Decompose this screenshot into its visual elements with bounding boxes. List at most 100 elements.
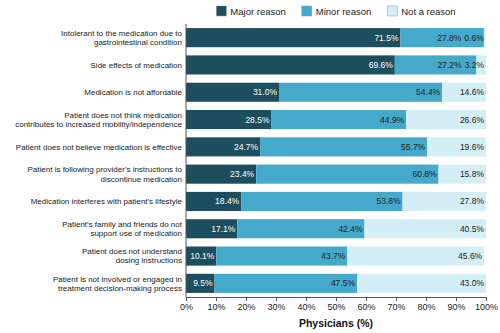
bar-segment	[442, 83, 486, 102]
legend-swatch	[302, 6, 312, 16]
bar-segment	[256, 165, 438, 184]
data-label: 0.6%	[464, 33, 484, 43]
tick: 10%	[207, 297, 225, 312]
legend-label: Major reason	[230, 6, 285, 17]
legend-item: Major reason	[216, 6, 285, 17]
data-label: 9.5%	[193, 278, 213, 288]
legend-item: Minor reason	[302, 6, 371, 17]
data-label: 3.2%	[465, 60, 485, 70]
data-label: 28.5%	[245, 115, 270, 125]
plot: 0.6%27.8%71.5%3.2%27.2%69.6%14.6%54.4%31…	[180, 24, 498, 312]
bar-segment	[403, 192, 486, 211]
data-label: 17.1%	[211, 224, 236, 234]
category-label: Side effects of medication	[91, 61, 182, 70]
data-label: 43.7%	[321, 251, 346, 261]
data-label: 54.4%	[416, 87, 441, 97]
data-label: 24.7%	[234, 142, 259, 152]
data-label: 23.4%	[230, 169, 255, 179]
bar-segment	[401, 28, 484, 47]
legend: Major reason Minor reason Not a reason	[216, 6, 455, 17]
bar-segment	[216, 246, 347, 265]
tick-label: 30%	[267, 302, 285, 312]
category-label: Medication interferes with patient's lif…	[31, 197, 183, 206]
tick-label: 0%	[180, 302, 193, 312]
tick-label: 40%	[297, 302, 315, 312]
legend-swatch	[216, 6, 226, 16]
tick-mark	[276, 297, 277, 301]
bars	[186, 28, 486, 293]
tick-mark	[216, 297, 217, 301]
tick-label: 10%	[207, 302, 225, 312]
tick: 40%	[297, 297, 315, 312]
bar-segment	[484, 28, 486, 47]
bar-segment	[186, 28, 401, 47]
tick-mark	[366, 297, 367, 301]
tick-mark	[186, 297, 187, 301]
category-labels: Intolerant to the medication due togastr…	[15, 29, 183, 293]
bar-segment	[365, 219, 487, 238]
data-label: 42.4%	[338, 224, 363, 234]
tick: 0%	[180, 297, 193, 312]
category-label: Medication is not affordable	[84, 88, 182, 97]
bar-segment	[186, 165, 256, 184]
tick: 100%	[475, 297, 498, 312]
tick-mark	[426, 297, 427, 301]
bar-segment	[186, 55, 395, 74]
bar-segment	[272, 110, 407, 129]
data-label: 26.6%	[460, 115, 485, 125]
axis-line	[186, 24, 187, 297]
data-label: 44.9%	[380, 115, 405, 125]
category-label: Patient does not believe medication is e…	[16, 143, 183, 152]
category-label: Patient is not involved or engaged intre…	[53, 275, 182, 293]
data-label: 55.7%	[401, 142, 426, 152]
data-label: 31.0%	[253, 87, 278, 97]
tick-mark	[246, 297, 247, 301]
data-labels: 0.6%27.8%71.5%3.2%27.2%69.6%14.6%54.4%31…	[190, 33, 484, 289]
data-label: 40.5%	[460, 224, 485, 234]
tick-mark	[396, 297, 397, 301]
legend-label: Not a reason	[401, 6, 455, 17]
bar-segment	[186, 274, 215, 293]
axis-title: Physicians (%)	[299, 317, 373, 329]
tick-label: 50%	[327, 302, 345, 312]
bar-segment	[357, 274, 486, 293]
tick-mark	[456, 297, 457, 301]
legend-item: Not a reason	[387, 6, 455, 17]
tick-mark	[486, 297, 487, 301]
bar-segment	[260, 137, 427, 156]
category-label: Patient's family and friends do notsuppo…	[62, 220, 183, 238]
data-label: 60.8%	[412, 169, 437, 179]
data-label: 18.4%	[215, 196, 240, 206]
data-label: 15.8%	[460, 169, 485, 179]
tick: 60%	[357, 297, 375, 312]
data-label: 27.8%	[437, 33, 462, 43]
bar-segment	[427, 137, 486, 156]
data-label: 53.8%	[376, 196, 401, 206]
data-label: 47.5%	[331, 278, 356, 288]
chart: 0.6%27.8%71.5%3.2%27.2%69.6%14.6%54.4%31…	[0, 0, 500, 333]
bar-segment	[186, 246, 216, 265]
tick: 90%	[447, 297, 465, 312]
tick: 80%	[417, 297, 435, 312]
data-label: 19.6%	[460, 142, 485, 152]
bar-segment	[237, 219, 364, 238]
tick-label: 70%	[387, 302, 405, 312]
axis-line	[187, 298, 487, 302]
bar-segment	[439, 165, 486, 184]
tick-mark	[336, 297, 337, 301]
tick: 30%	[267, 297, 285, 312]
bar-segment	[186, 219, 237, 238]
bar-segment	[186, 83, 279, 102]
bar-segment	[215, 274, 358, 293]
tick-label: 90%	[447, 302, 465, 312]
bar-segment	[241, 192, 402, 211]
category-label: Intolerant to the medication due togastr…	[61, 29, 183, 47]
tick: 50%	[327, 297, 345, 312]
bar-segment	[186, 192, 241, 211]
x-axis: 0%10%20%30%40%50%60%70%80%90%100%	[180, 297, 498, 312]
tick-label: 60%	[357, 302, 375, 312]
data-label: 43.0%	[460, 278, 485, 288]
bar-segment	[347, 246, 484, 265]
data-label: 45.6%	[458, 251, 483, 261]
category-label: Patient does not think medicationcontrib…	[15, 111, 182, 129]
